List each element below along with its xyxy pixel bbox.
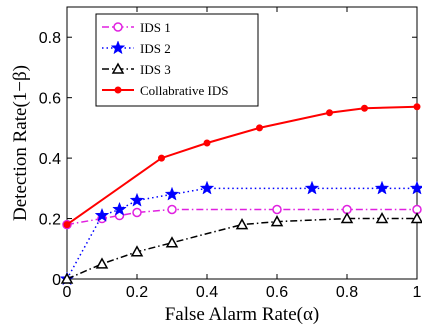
- series-line: [66, 187, 417, 280]
- data-point: [95, 257, 109, 269]
- axis-ticks: 0 0.2 0.4 0.6 0.8 1 0 0.2 0.4 0.6 0.8: [39, 7, 422, 301]
- data-point: [409, 180, 422, 195]
- y-tick-label: 0: [52, 272, 61, 289]
- data-point: [158, 154, 165, 162]
- data-point: [112, 201, 127, 216]
- legend-swatch-marker: [114, 86, 122, 94]
- data-point: [340, 212, 354, 224]
- data-point: [132, 207, 142, 218]
- series-4: [63, 103, 421, 229]
- data-point: [270, 215, 284, 227]
- data-point: [164, 186, 180, 201]
- data-point: [235, 218, 249, 230]
- x-tick-label: 0.2: [126, 284, 148, 301]
- legend-swatch-marker: [111, 62, 125, 74]
- data-point: [129, 192, 145, 207]
- y-tick-label: 0.2: [39, 212, 61, 229]
- legend: IDS 1 IDS 2 IDS 3 Collabrative IDS: [95, 13, 259, 107]
- series-layer: [59, 103, 422, 286]
- data-point: [167, 204, 177, 215]
- y-axis-label: Detection Rate(1−β): [10, 65, 31, 221]
- series-line: [66, 217, 417, 280]
- y-tick-label: 0.8: [39, 30, 61, 47]
- data-point: [60, 272, 74, 284]
- x-axis-label: False Alarm Rate(α): [165, 304, 320, 325]
- x-tick-label: 0: [63, 284, 72, 301]
- x-tick-label: 0.6: [266, 284, 288, 301]
- legend-label: IDS 1: [140, 20, 171, 35]
- data-point: [272, 204, 282, 215]
- data-point: [413, 103, 421, 111]
- legend-swatch-marker: [113, 22, 123, 32]
- data-point: [165, 236, 179, 248]
- data-point: [203, 139, 211, 147]
- legend-label: Collabrative IDS: [140, 83, 228, 98]
- data-point: [410, 212, 422, 224]
- y-tick-label: 0.4: [39, 151, 61, 168]
- data-point: [94, 207, 110, 222]
- data-point: [304, 180, 320, 195]
- x-tick-label: 0.4: [196, 284, 218, 301]
- data-point: [63, 221, 71, 229]
- legend-label: IDS 3: [140, 62, 171, 77]
- data-point: [375, 212, 389, 224]
- data-point: [130, 245, 144, 257]
- x-tick-label: 1: [413, 284, 422, 301]
- legend-swatch-marker: [110, 40, 126, 55]
- y-tick-label: 0.6: [39, 91, 61, 108]
- series-line: [66, 208, 417, 226]
- data-point: [374, 180, 390, 195]
- x-tick-label: 0.8: [336, 284, 358, 301]
- data-point: [361, 104, 368, 112]
- series-3: [60, 212, 422, 284]
- data-point: [199, 180, 215, 195]
- data-point: [326, 109, 333, 117]
- legend-label: IDS 2: [140, 41, 171, 56]
- data-point: [256, 124, 263, 132]
